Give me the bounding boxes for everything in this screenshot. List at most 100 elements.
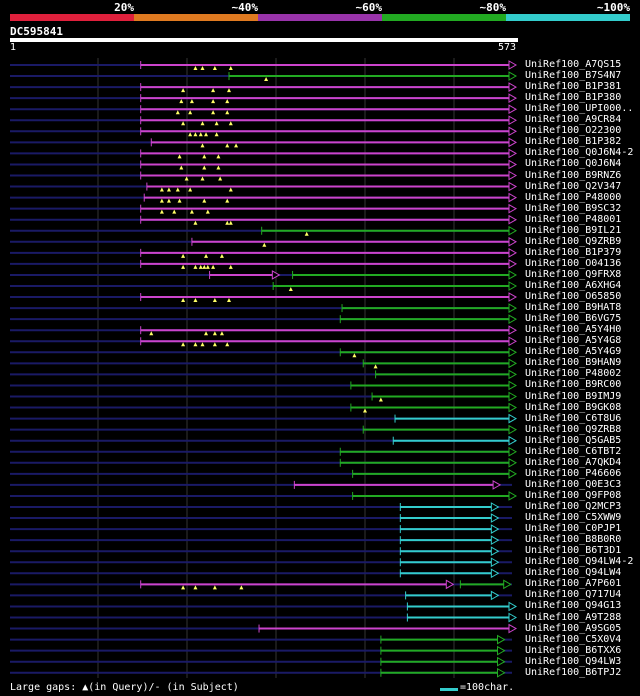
- hit-end-arrow: [508, 424, 518, 435]
- hit-label[interactable]: UniRef100_B9IL21: [525, 224, 622, 236]
- hit-label[interactable]: UniRef100_A5Y4H0: [525, 324, 622, 336]
- hit-label[interactable]: UniRef100_A5Y4G8: [525, 335, 622, 347]
- hit-end-arrow: [508, 601, 518, 612]
- query-gap-marker: [181, 264, 186, 269]
- hit-label[interactable]: UniRef100_P48002: [525, 368, 622, 380]
- hit-label[interactable]: UniRef100_B6VG75: [525, 313, 622, 325]
- query-gap-marker: [193, 264, 198, 269]
- legend-label: ~40%: [231, 1, 259, 14]
- hit-label[interactable]: UniRef100_Q9FRX8: [525, 268, 622, 280]
- hit-label[interactable]: UniRef100_Q0J6N4-2: [525, 147, 634, 159]
- hit-label[interactable]: UniRef100_Q717U4: [525, 589, 622, 601]
- hit-label[interactable]: UniRef100_B7S4N7: [525, 70, 622, 82]
- hit-end-arrow: [508, 225, 518, 236]
- query-gap-marker: [262, 242, 267, 247]
- hit-label[interactable]: UniRef100_A5Y4G9: [525, 346, 622, 358]
- hit-label[interactable]: UniRef100_Q94G13: [525, 600, 622, 612]
- hit-end-arrow: [445, 579, 455, 590]
- query-gap-marker: [177, 154, 182, 159]
- hit-label[interactable]: UniRef100_Q9ZRB9: [525, 235, 622, 247]
- hit-label[interactable]: UniRef100_Q9FP08: [525, 489, 622, 501]
- hit-label[interactable]: UniRef100_C5X0V4: [525, 633, 622, 645]
- hit-label[interactable]: UniRef100_O65850: [525, 291, 622, 303]
- hit-label[interactable]: UniRef100_B9IMJ9: [525, 390, 622, 402]
- query-gap-marker: [228, 187, 233, 192]
- hit-label[interactable]: UniRef100_C6T8U6: [525, 412, 622, 424]
- query-gap-marker: [239, 585, 244, 590]
- hit-label[interactable]: UniRef100_Q9ZRB8: [525, 423, 622, 435]
- hit-label[interactable]: UniRef100_C0PJP1: [525, 523, 622, 535]
- hit-label[interactable]: UniRef100_B9HAT8: [525, 302, 622, 314]
- hit-label[interactable]: UniRef100_B1P380: [525, 92, 622, 104]
- hit-label[interactable]: UniRef100_Q5GAB5: [525, 434, 622, 446]
- hit-label[interactable]: UniRef100_B1P381: [525, 81, 622, 93]
- query-gap-marker: [264, 77, 269, 82]
- query-gap-marker: [211, 99, 216, 104]
- hit-end-arrow: [497, 645, 506, 656]
- query-gap-marker: [198, 132, 203, 137]
- hit-end-arrow: [490, 590, 500, 601]
- footer-scale-line: [440, 688, 458, 691]
- hit-label[interactable]: UniRef100_P48001: [525, 213, 622, 225]
- hit-end-arrow: [490, 535, 500, 546]
- hit-label[interactable]: UniRef100_O22300: [525, 125, 622, 137]
- query-gap-marker: [212, 66, 217, 70]
- hit-label[interactable]: UniRef100_B9RNZ6: [525, 169, 622, 181]
- hit-end-arrow: [508, 347, 518, 358]
- hit-label[interactable]: UniRef100_B1P379: [525, 246, 622, 258]
- hit-end-arrow: [508, 402, 518, 413]
- query-gap-marker: [193, 132, 198, 137]
- hit-label[interactable]: UniRef100_B9GK08: [525, 401, 622, 413]
- query-gap-marker: [362, 408, 367, 413]
- hit-label[interactable]: UniRef100_A7QS15: [525, 59, 622, 70]
- hit-label[interactable]: UniRef100_A6XHG4: [525, 280, 622, 291]
- hit-label[interactable]: UniRef100_C5XWW9: [525, 512, 622, 524]
- hit-label[interactable]: UniRef100_Q2V347: [525, 180, 622, 192]
- hit-label[interactable]: UniRef100_UPI000..: [525, 103, 634, 115]
- hit-label[interactable]: UniRef100_B9HAN9: [525, 357, 622, 369]
- hit-label[interactable]: UniRef100_P46606: [525, 467, 622, 479]
- hit-end-arrow: [508, 435, 518, 446]
- hit-label[interactable]: UniRef100_B6T3D1: [525, 545, 622, 557]
- query-gap-marker: [352, 353, 357, 358]
- hit-label[interactable]: UniRef100_Q94LW4-2: [525, 556, 634, 568]
- hit-label[interactable]: UniRef100_A9SG05: [525, 622, 622, 634]
- hit-label[interactable]: UniRef100_C6TBT2: [525, 445, 622, 457]
- query-gap-marker: [202, 264, 207, 269]
- hit-label[interactable]: UniRef100_B6TPJ2: [525, 666, 622, 678]
- query-gap-marker: [159, 209, 164, 214]
- query-gap-marker: [181, 298, 186, 303]
- hit-label[interactable]: UniRef100_A7QKD4: [525, 456, 622, 468]
- legend-label: ~60%: [355, 1, 383, 14]
- hit-label[interactable]: UniRef100_A9CR84: [525, 114, 622, 126]
- query-gap-marker: [181, 121, 186, 126]
- query-gap-marker: [214, 121, 219, 126]
- hit-label[interactable]: UniRef100_Q94LW3: [525, 655, 622, 667]
- query-gap-marker: [228, 121, 233, 126]
- hit-end-arrow: [508, 468, 518, 479]
- hit-label[interactable]: UniRef100_B9RC00: [525, 379, 622, 391]
- colorbar-segment: [134, 14, 258, 21]
- hit-label[interactable]: UniRef100_B8B0R0: [525, 534, 622, 546]
- query-gap-marker: [200, 121, 205, 126]
- hit-label[interactable]: UniRef100_Q94LW4: [525, 567, 622, 579]
- hit-end-arrow: [508, 82, 518, 92]
- hit-end-arrow: [490, 557, 500, 568]
- hit-label[interactable]: UniRef100_Q0E3C3: [525, 478, 622, 490]
- hit-label[interactable]: UniRef100_O04136: [525, 257, 622, 269]
- hit-label[interactable]: UniRef100_B6TXX6: [525, 644, 622, 656]
- query-gap-marker: [193, 342, 198, 347]
- query-gap-marker: [225, 143, 230, 148]
- hit-end-arrow: [508, 115, 518, 126]
- query-gap-marker: [205, 264, 210, 269]
- hit-label[interactable]: UniRef100_P48000: [525, 191, 622, 203]
- hit-label[interactable]: UniRef100_A7P601: [525, 578, 622, 590]
- query-start: 1: [10, 42, 17, 53]
- query-gap-marker: [218, 176, 223, 181]
- query-gap-marker: [177, 198, 182, 203]
- hit-label[interactable]: UniRef100_B9SC32: [525, 202, 622, 214]
- hit-label[interactable]: UniRef100_Q2MCP3: [525, 501, 622, 512]
- hit-label[interactable]: UniRef100_Q0J6N4: [525, 158, 622, 170]
- hit-label[interactable]: UniRef100_A9T288: [525, 611, 622, 623]
- hit-label[interactable]: UniRef100_B1P382: [525, 136, 622, 148]
